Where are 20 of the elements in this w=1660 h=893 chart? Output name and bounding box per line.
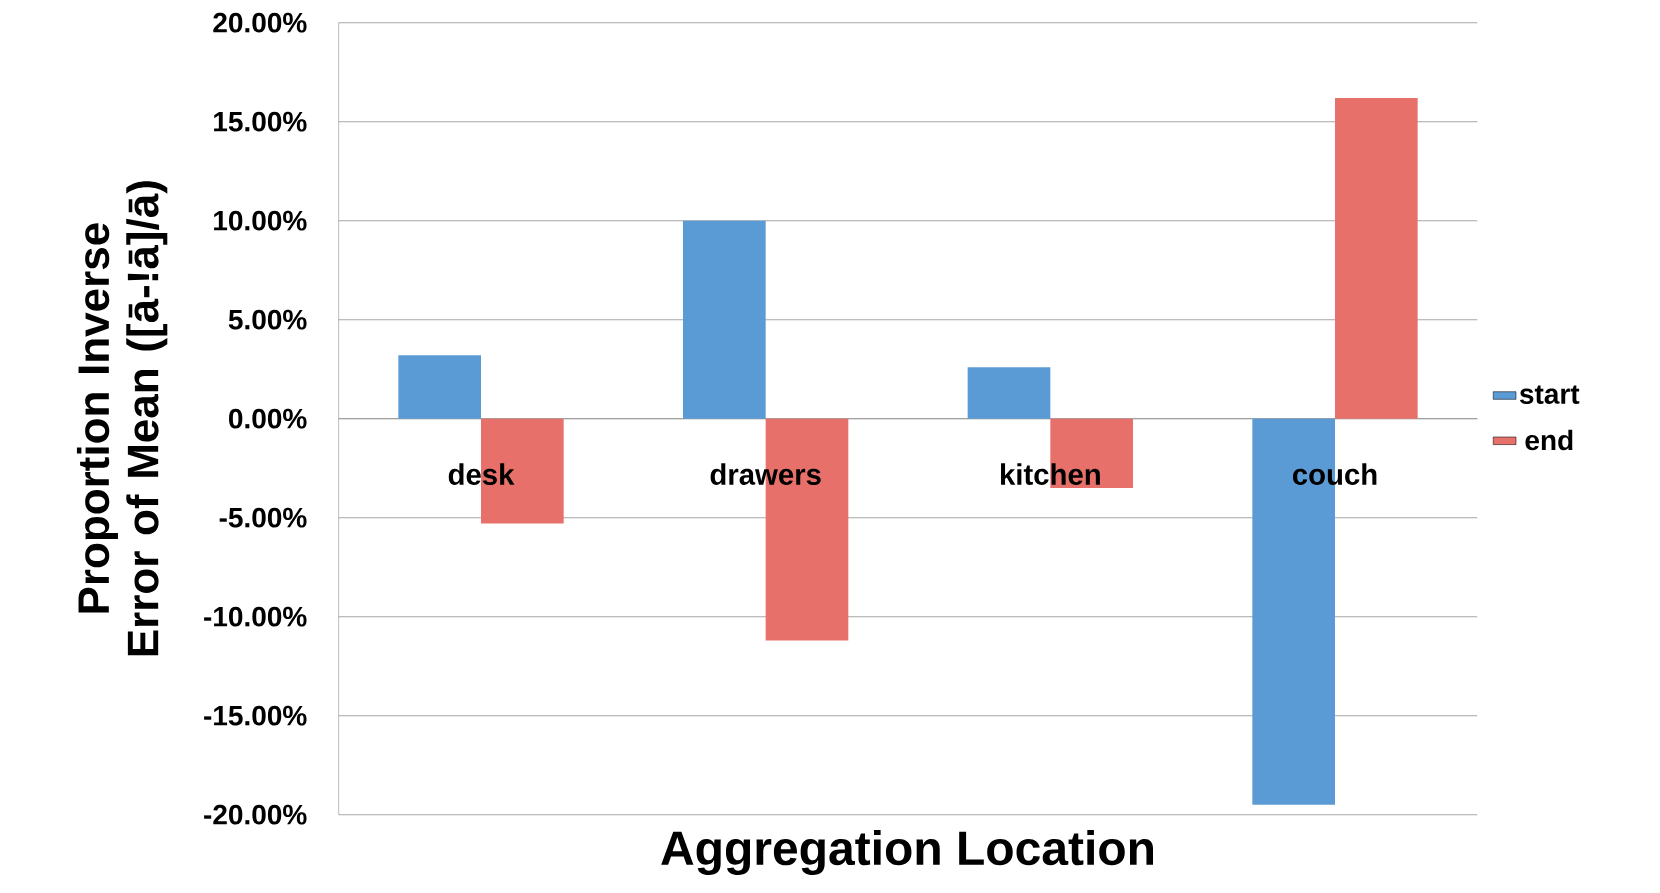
x-axis-title: Aggregation Location bbox=[661, 829, 1154, 875]
bar bbox=[398, 355, 481, 419]
bar bbox=[967, 367, 1051, 419]
bar bbox=[683, 220, 766, 419]
y-tick-label: 10.00% bbox=[214, 210, 307, 231]
legend-label: end bbox=[1525, 429, 1573, 451]
y-tick-label: -10.00% bbox=[204, 606, 307, 627]
y-tick-label: 0.00% bbox=[229, 408, 307, 429]
y-tick-label: 5.00% bbox=[228, 309, 307, 330]
y-tick-label: -5.00% bbox=[219, 507, 307, 528]
y-tick-label: 15.00% bbox=[214, 111, 307, 132]
x-tick-label: couch bbox=[1292, 463, 1377, 485]
y-tick-label: -20.00% bbox=[204, 804, 307, 825]
x-tick-label: kitchen bbox=[1001, 463, 1100, 485]
legend-label: start bbox=[1519, 385, 1580, 404]
y-axis-title: Proportion Inverse Error of Mean ([ā-!ā]/ā) bbox=[76, 181, 168, 656]
y-tick-label: 20.00% bbox=[213, 12, 307, 33]
x-tick-label: drawers bbox=[710, 463, 821, 485]
y-tick-label: -15.00% bbox=[204, 705, 307, 726]
bar bbox=[1335, 97, 1418, 419]
